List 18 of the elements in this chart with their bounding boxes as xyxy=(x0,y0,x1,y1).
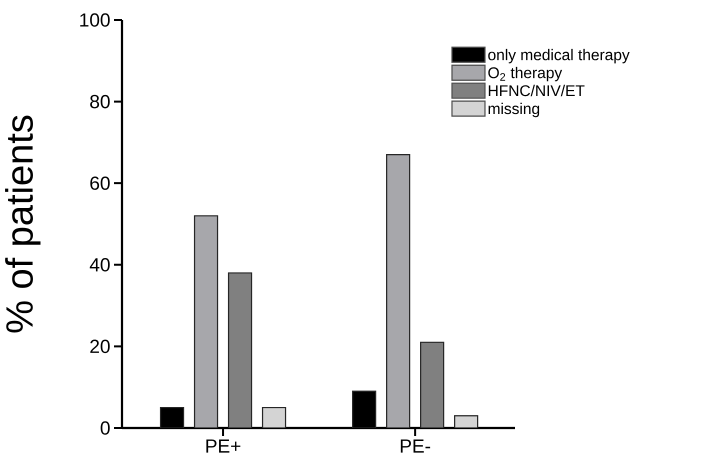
legend-label: O$_{2}$ therapy xyxy=(488,66,562,82)
bar xyxy=(386,154,410,428)
bar xyxy=(228,272,252,428)
x-tick-label: PE- xyxy=(400,440,430,453)
y-tick-label: 40 xyxy=(90,258,110,272)
x-tick-label: PE+ xyxy=(206,440,240,453)
legend-label: missing xyxy=(488,102,540,118)
bar xyxy=(262,406,286,428)
y-tick-label: 20 xyxy=(90,340,110,354)
bar xyxy=(194,215,218,428)
y-tick-label: 100 xyxy=(80,13,110,27)
y-axis-title: % of patients xyxy=(5,116,40,332)
y-tick-label: 0 xyxy=(100,421,110,435)
y-tick-label: 60 xyxy=(90,176,110,190)
y-tick-label: 80 xyxy=(90,94,110,108)
bar xyxy=(420,342,444,428)
legend-label: HFNC/NIV/ET xyxy=(488,84,585,96)
legend-label: only medical therapy xyxy=(488,48,630,64)
